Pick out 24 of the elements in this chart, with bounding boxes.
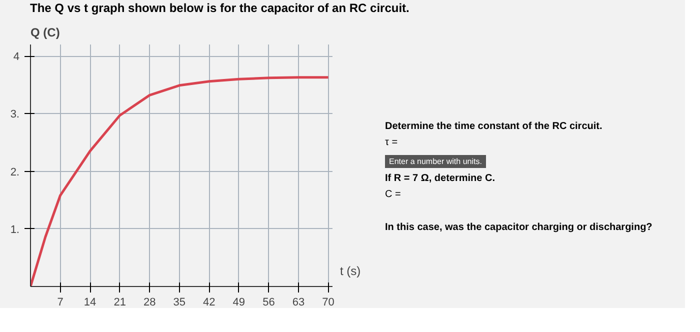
- y-tick-label: 4: [13, 51, 20, 64]
- y-axis-title: Q (C): [30, 26, 60, 40]
- chart-title: The Q vs t graph shown below is for the capacitor of an RC circuit.: [30, 0, 410, 17]
- x-tick-label: 70: [322, 296, 334, 308]
- x-tick-label: 63: [292, 296, 305, 308]
- x-tick-label: 42: [203, 296, 216, 308]
- y-tick-label: 1.: [10, 224, 20, 236]
- text: In this case, was the capacitor charging or discharging?: [385, 220, 652, 235]
- text: Enter a number with units.: [385, 154, 486, 168]
- x-tick-label: 28: [143, 296, 156, 308]
- line-series: [30, 76, 330, 286]
- x-tick-label: 35: [173, 296, 186, 308]
- x-tick-label: 56: [262, 296, 275, 308]
- x-tick-label: 14: [84, 296, 96, 308]
- text: C =: [385, 188, 402, 202]
- x-axis-title: t (s): [340, 263, 361, 280]
- x-tick-label: 49: [232, 296, 246, 308]
- x-tick-label: 21: [114, 296, 126, 308]
- x-tick-label: 7: [57, 296, 64, 308]
- y-tick-label: 3.: [10, 108, 20, 121]
- y-tick-label: 2.: [10, 166, 20, 178]
- text: τ =: [385, 136, 399, 150]
- text: If R = 7 Ω, determine C.: [385, 172, 496, 186]
- text: Determine the time constant of the RC circuit.: [385, 120, 604, 134]
